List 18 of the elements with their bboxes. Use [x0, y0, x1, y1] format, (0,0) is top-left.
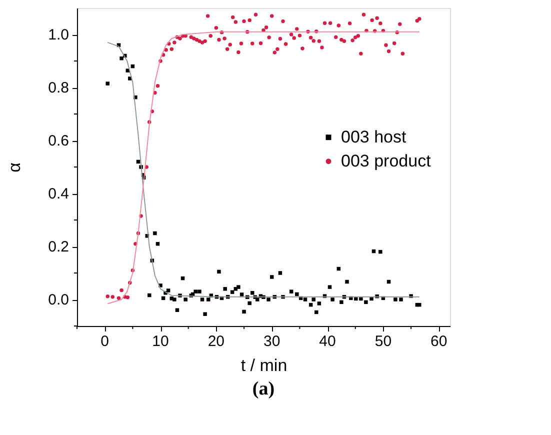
- x-tick-label: 30: [264, 333, 280, 350]
- y-tick-label: 0.8: [48, 80, 69, 96]
- x-tick-label: 50: [374, 333, 392, 350]
- x-tick-label: 40: [319, 333, 336, 350]
- x-axis-title: t / min: [240, 356, 288, 375]
- y-tick-label: 0.4: [48, 186, 69, 202]
- y-tick-label: 0.2: [48, 238, 69, 256]
- legend-label: 003 host: [341, 127, 406, 146]
- y-tick-label: 0.6: [48, 132, 69, 150]
- y-axis-title: α: [5, 162, 24, 172]
- x-tick-label: 20: [208, 333, 225, 350]
- text: (a): [252, 378, 275, 400]
- x-tick-label: 10: [152, 333, 169, 350]
- x-tick-label: 0: [100, 333, 110, 350]
- y-tick-label: 1.0: [48, 26, 69, 44]
- x-tick-label: 60: [430, 333, 448, 350]
- y-tick-label: 0.0: [48, 292, 69, 308]
- legend-label: 003 product: [341, 151, 432, 170]
